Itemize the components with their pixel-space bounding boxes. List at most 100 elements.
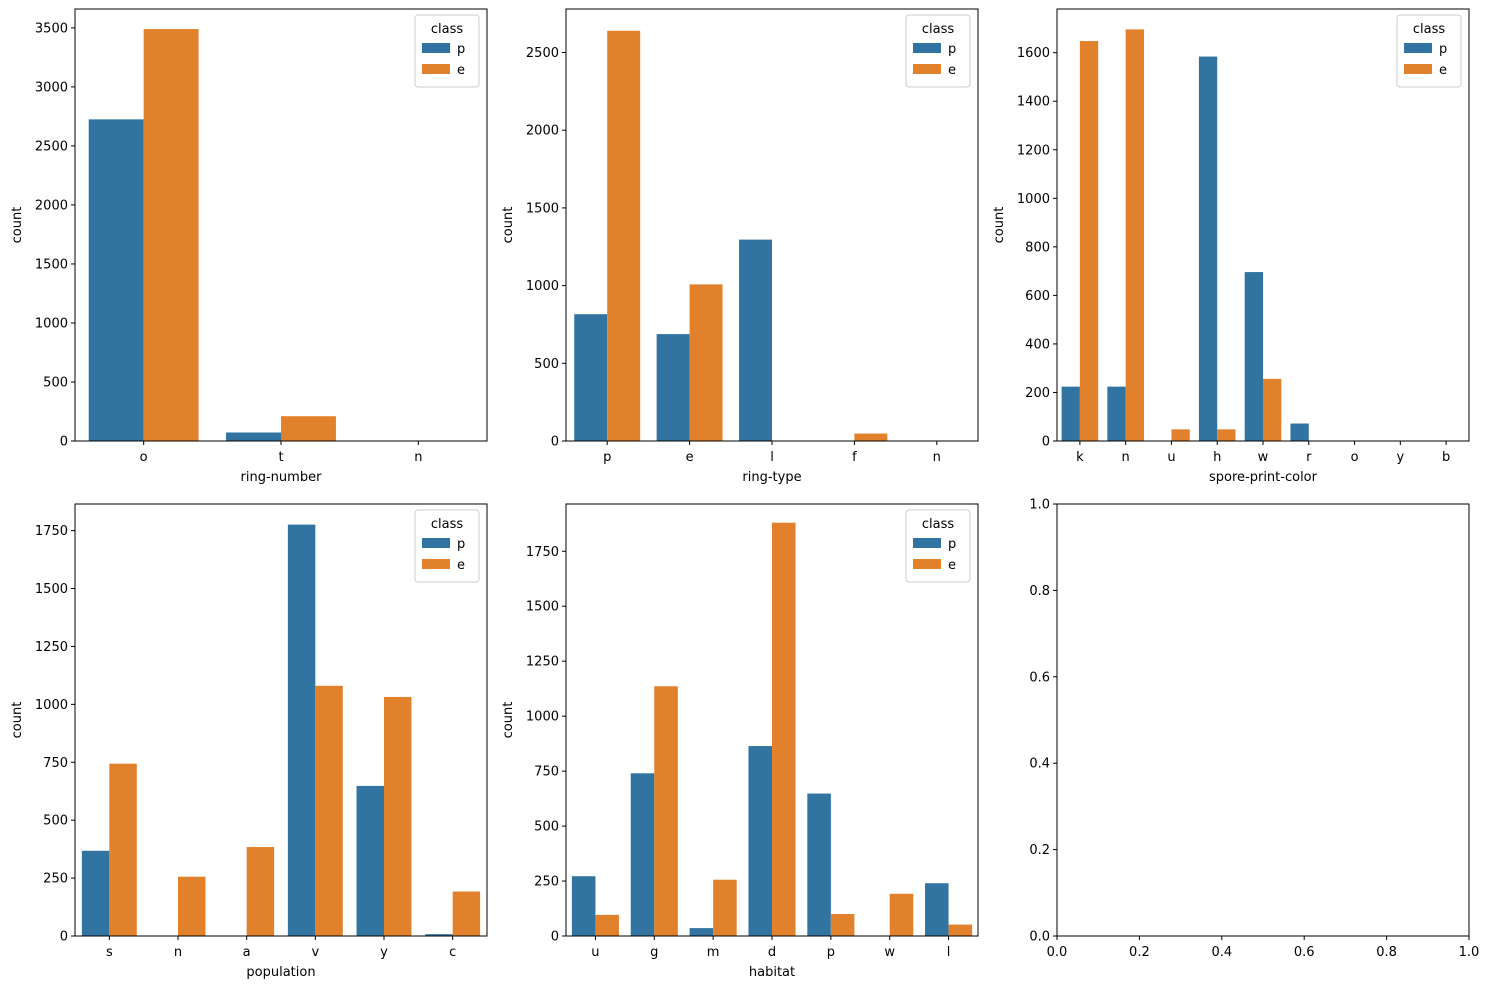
y-tick-label: 1000 (35, 316, 68, 331)
y-tick-label: 2000 (526, 124, 559, 139)
y-tick-label: 600 (1025, 289, 1050, 304)
y-axis-label: count (501, 702, 516, 739)
y-axis-label: count (501, 207, 516, 244)
bar-p-l (925, 883, 949, 936)
legend-label-e: e (457, 63, 465, 78)
bar-p-l (739, 239, 772, 441)
y-tick-label: 500 (43, 375, 68, 390)
axes-frame (565, 503, 979, 937)
y-tick-label: 1500 (35, 582, 68, 597)
y-tick-label: 250 (43, 872, 68, 887)
legend-label-p: p (457, 537, 465, 552)
bar-e-p (607, 30, 641, 441)
legend-label-p: p (457, 42, 465, 57)
x-tick-label: y (1396, 450, 1404, 465)
legend-swatch-p (422, 538, 450, 548)
y-axis-label: count (992, 207, 1007, 244)
y-tick-label: 800 (1025, 240, 1050, 255)
legend-swatch-p (1404, 43, 1432, 53)
y-tick-label: 400 (1025, 337, 1050, 352)
y-tick-label: 0 (551, 930, 559, 945)
y-tick-label: 750 (43, 756, 68, 771)
y-tick-label: 0 (1042, 435, 1050, 450)
bar-p-d (748, 746, 772, 936)
bar-e-w (889, 893, 914, 936)
x-tick-label: n (1122, 450, 1130, 465)
x-tick-label: n (174, 945, 182, 960)
bar-e-k (1079, 41, 1099, 442)
x-tick-label: g (650, 945, 658, 960)
bar-e-e (689, 284, 723, 441)
bar-p-h (1198, 56, 1218, 441)
y-tick-label: 3500 (35, 21, 68, 36)
legend-title: class (431, 517, 463, 532)
y-tick-label: 1750 (526, 545, 559, 560)
legend-title: class (922, 517, 954, 532)
x-tick-label: 0.8 (1376, 945, 1397, 960)
y-tick-label: 1.0 (1029, 498, 1050, 513)
x-tick-label: p (603, 450, 611, 465)
y-tick-label: 1500 (35, 257, 68, 272)
x-tick-label: h (1213, 450, 1221, 465)
bar-p-e (656, 334, 690, 441)
bar-e-u (1171, 429, 1190, 441)
legend-label-p: p (948, 537, 956, 552)
x-tick-label: u (1167, 450, 1175, 465)
bar-e-l (948, 924, 973, 936)
bar-p-s (81, 850, 110, 936)
bar-e-n (1125, 29, 1144, 442)
chart-panel-6: 0.0 0.2 0.4 0.6 0.8 1.0 0.0 0.2 0.4 0.6 0.8 1.0 (1029, 498, 1479, 961)
x-tick-label: n (933, 450, 941, 465)
x-tick-label: l (947, 945, 951, 960)
bar-p-u (571, 876, 596, 936)
legend-swatch-e (913, 64, 941, 74)
x-tick-label: y (380, 945, 388, 960)
axes-frame (1056, 8, 1470, 442)
chart-panel-1: 0 500 1000 1500 2000 2500 3000 3500 o t n ring-numb… (10, 8, 488, 485)
bar-e-d (772, 522, 796, 936)
legend-swatch-p (422, 43, 450, 53)
y-tick-label: 1000 (1017, 192, 1050, 207)
x-axis-label: ring-number (241, 470, 323, 485)
legend-label-p: p (948, 42, 956, 57)
legend: class pe (1396, 14, 1462, 88)
bar-p-t (226, 432, 281, 441)
chart-panel-3: 0 200 400 600 800 1000 1200 1400 1600 k n u h w r o y b sp… (992, 8, 1470, 485)
legend-label-e: e (1439, 63, 1447, 78)
x-tick-label: m (707, 945, 720, 960)
legend-title: class (922, 22, 954, 37)
x-axis-label: ring-type (742, 470, 801, 485)
x-tick-label: 1.0 (1459, 945, 1480, 960)
y-tick-label: 3000 (35, 80, 68, 95)
legend-swatch-e (422, 64, 450, 74)
y-tick-label: 0 (551, 435, 559, 450)
bar-e-u (595, 914, 619, 936)
x-axis-label: spore-print-color (1209, 470, 1318, 485)
x-tick-label: k (1076, 450, 1084, 465)
y-tick-label: 1500 (526, 201, 559, 216)
bar-e-p (830, 914, 855, 936)
legend: class pe (414, 509, 480, 583)
y-tick-label: 2500 (35, 139, 68, 154)
bar-e-o (143, 29, 199, 441)
y-tick-label: 0.6 (1029, 670, 1050, 685)
x-tick-label: t (278, 450, 283, 465)
bar-p-c (425, 934, 453, 936)
bar-p-y (356, 785, 384, 936)
bar-p-w (1244, 272, 1263, 441)
legend: class pe (905, 14, 971, 88)
bar-p-m (689, 928, 714, 936)
x-tick-label: c (449, 945, 456, 960)
x-tick-label: r (1306, 450, 1312, 465)
legend-label-p: p (1439, 42, 1447, 57)
x-tick-label: f (852, 450, 857, 465)
y-axis-label: count (10, 207, 25, 244)
y-tick-label: 1250 (526, 655, 559, 670)
bar-e-v (315, 685, 343, 936)
bar-e-w (1263, 378, 1282, 441)
x-tick-label: b (1442, 450, 1450, 465)
bar-p-o (88, 119, 144, 441)
axes-frame (74, 8, 488, 442)
legend-swatch-p (913, 538, 941, 548)
